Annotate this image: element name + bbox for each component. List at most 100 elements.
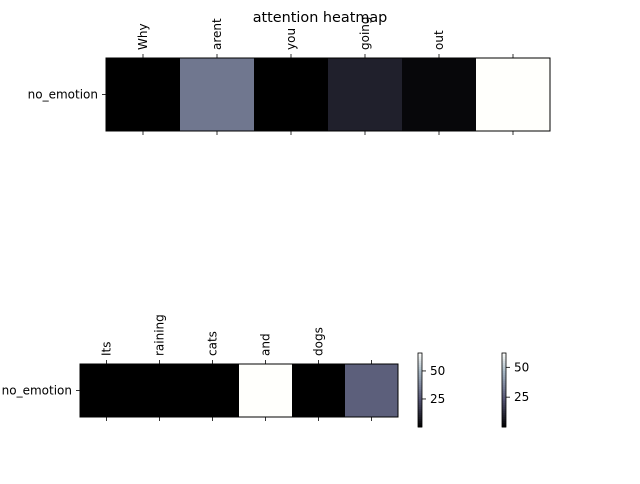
colorbar-2-segment	[502, 373, 506, 376]
heatmap-1-row-label: no_emotion	[28, 88, 98, 102]
colorbar-1-segment	[418, 399, 422, 402]
heatmap-1-col-label: you	[284, 28, 298, 50]
colorbar-1-segment	[418, 369, 422, 372]
colorbar-1-segment	[418, 365, 422, 368]
colorbar-2-segment	[502, 359, 506, 362]
heatmap-2-row-label: no_emotion	[2, 384, 72, 398]
colorbar-2-segment	[502, 405, 506, 408]
heatmap-2-cell	[239, 364, 292, 417]
colorbar-2-segment	[502, 419, 506, 422]
heatmap-1-cell	[402, 58, 476, 131]
colorbar-2-segment	[502, 387, 506, 390]
colorbar-1-tick-label: 50	[430, 364, 445, 378]
colorbar-1-segment	[418, 375, 422, 378]
colorbar-1-segment	[418, 395, 422, 398]
colorbar-2-segment	[502, 409, 506, 412]
colorbar-2-segment	[502, 393, 506, 396]
colorbar-1-segment	[418, 379, 422, 382]
colorbar-2-segment	[502, 403, 506, 406]
heatmap-2-cell	[133, 364, 186, 417]
colorbar-1-segment	[418, 415, 422, 418]
colorbar-2-segment	[502, 421, 506, 424]
colorbar-1-segment	[418, 417, 422, 420]
heatmap-1-cell	[476, 58, 550, 131]
colorbar-1-segment	[418, 387, 422, 390]
colorbar-1-segment	[418, 355, 422, 358]
colorbar-2-segment	[502, 371, 506, 374]
colorbar-2-segment	[502, 399, 506, 402]
colorbar-2-segment	[502, 355, 506, 358]
heatmap-1-col-label: going	[358, 16, 372, 50]
colorbar-2-segment	[502, 365, 506, 368]
heatmap-1-col-label: arent	[210, 18, 224, 50]
colorbar-2-segment	[502, 395, 506, 398]
colorbar-2-segment	[502, 401, 506, 404]
colorbar-1-segment	[418, 389, 422, 392]
colorbar-1-segment	[418, 383, 422, 386]
colorbar-2-segment	[502, 383, 506, 386]
heatmap-2-col-label: dogs	[312, 327, 326, 356]
colorbar-2-segment	[502, 385, 506, 388]
colorbar-2-segment	[502, 425, 506, 428]
colorbar-2-segment	[502, 357, 506, 360]
heatmap-2-col-label: raining	[153, 314, 167, 356]
colorbar-1-segment	[418, 373, 422, 376]
colorbar-2-segment	[502, 369, 506, 372]
colorbar-1-segment	[418, 371, 422, 374]
heatmap-2-col-label: and	[259, 333, 273, 356]
colorbar-2-segment	[502, 379, 506, 382]
colorbar-2-segment	[502, 415, 506, 418]
colorbar-2-segment	[502, 417, 506, 420]
colorbar-1-segment	[418, 421, 422, 424]
colorbar-2-segment	[502, 363, 506, 366]
colorbar-2-tick-label: 50	[514, 360, 529, 374]
colorbar-2-segment	[502, 411, 506, 414]
colorbar-2-segment	[502, 389, 506, 392]
colorbar-2-segment	[502, 367, 506, 370]
colorbar-2-segment	[502, 377, 506, 380]
heatmap-2-cell	[80, 364, 133, 417]
colorbar-2-segment	[502, 353, 506, 356]
heatmap-2-col-label: Its	[100, 342, 114, 357]
heatmap-1-col-label: Why	[136, 23, 150, 50]
heatmap-2-cell	[292, 364, 345, 417]
colorbar-1-segment	[418, 403, 422, 406]
colorbar-1-segment	[418, 411, 422, 414]
colorbar-2-segment	[502, 375, 506, 378]
colorbar-1-segment	[418, 363, 422, 366]
heatmap-1-cell	[180, 58, 254, 131]
colorbar-2-segment	[502, 423, 506, 426]
colorbar-1-segment	[418, 397, 422, 400]
colorbar-1-segment	[418, 425, 422, 428]
colorbar-1-frame	[417, 352, 423, 428]
heatmap-1-col-label: out	[432, 30, 446, 50]
colorbar-1-segment	[418, 377, 422, 380]
colorbar-2-segment	[502, 397, 506, 400]
heatmap-1-cell	[254, 58, 328, 131]
colorbar-2-segment	[502, 391, 506, 394]
colorbar-1-tick-label: 25	[430, 392, 445, 406]
colorbar-2-segment	[502, 381, 506, 384]
colorbar-1-segment	[418, 393, 422, 396]
colorbar-1-segment	[418, 385, 422, 388]
heatmap-2-cell	[345, 364, 398, 417]
colorbar-1-segment	[418, 359, 422, 362]
colorbar-1-segment	[418, 407, 422, 410]
colorbar-1-segment	[418, 367, 422, 370]
heatmap-2-col-label: cats	[206, 331, 220, 356]
heatmap-1-cell	[328, 58, 402, 131]
colorbar-1-segment	[418, 401, 422, 404]
colorbar-1-segment	[418, 381, 422, 384]
colorbar-1-segment	[418, 361, 422, 364]
colorbar-1-segment	[418, 391, 422, 394]
colorbar-1-segment	[418, 357, 422, 360]
heatmap-2-cell	[186, 364, 239, 417]
colorbar-1-segment	[418, 419, 422, 422]
colorbar-1-segment	[418, 423, 422, 426]
colorbar-1-segment	[418, 353, 422, 356]
heatmap-1-cell	[106, 58, 180, 131]
colorbar-2-tick-label: 25	[514, 390, 529, 404]
colorbar-2-segment	[502, 407, 506, 410]
